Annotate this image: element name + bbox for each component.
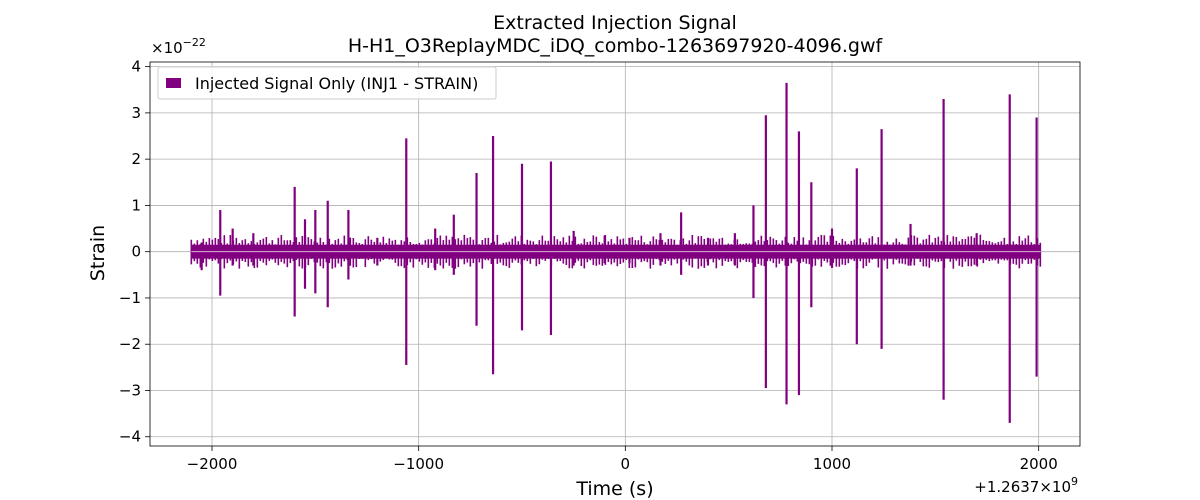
- x-tick-label: 0: [621, 455, 631, 473]
- y-tick-label: 3: [131, 104, 141, 122]
- signal-plot: [190, 82, 1042, 423]
- legend-swatch: [166, 78, 181, 88]
- plot-frame: [149, 61, 1081, 447]
- y-tick-label: −1: [119, 289, 141, 307]
- x-tick-label: −1000: [393, 455, 444, 473]
- y-tick-label: −4: [119, 428, 141, 446]
- y-tick-label: −2: [119, 335, 141, 353]
- y-tick-label: 4: [131, 58, 141, 76]
- x-axis-label: Time (s): [575, 478, 653, 500]
- x-tick-label: 2000: [1020, 455, 1058, 473]
- y-tick-label: 1: [131, 196, 141, 214]
- legend: Injected Signal Only (INJ1 - STRAIN): [157, 66, 497, 100]
- x-axis-ticks: −2000 −1000 0 1000 2000: [187, 446, 1058, 473]
- y-scale-exponent: −22: [183, 36, 206, 49]
- y-axis-ticks: −4 −3 −2 −1 0 1 2 3 4: [119, 58, 150, 446]
- chart-subtitle: H-H1_O3ReplayMDC_iDQ_combo-1263697920-40…: [348, 35, 884, 57]
- x-offset-exponent: 9: [1071, 475, 1078, 488]
- y-tick-label: −3: [119, 381, 141, 399]
- chart-title: Extracted Injection Signal: [493, 12, 737, 34]
- x-offset-base: +1.2637×10: [974, 478, 1071, 496]
- x-tick-label: 1000: [813, 455, 851, 473]
- y-tick-label: 2: [131, 150, 141, 168]
- x-offset-note: +1.2637×109: [974, 475, 1078, 496]
- x-tick-label: −2000: [187, 455, 238, 473]
- legend-box: [157, 66, 497, 100]
- y-scale-note: ×10−22: [151, 36, 206, 57]
- y-axis-label: Strain: [87, 225, 109, 281]
- y-tick-label: 0: [131, 243, 141, 261]
- y-scale-base: ×10: [151, 39, 183, 57]
- legend-label: Injected Signal Only (INJ1 - STRAIN): [195, 74, 478, 93]
